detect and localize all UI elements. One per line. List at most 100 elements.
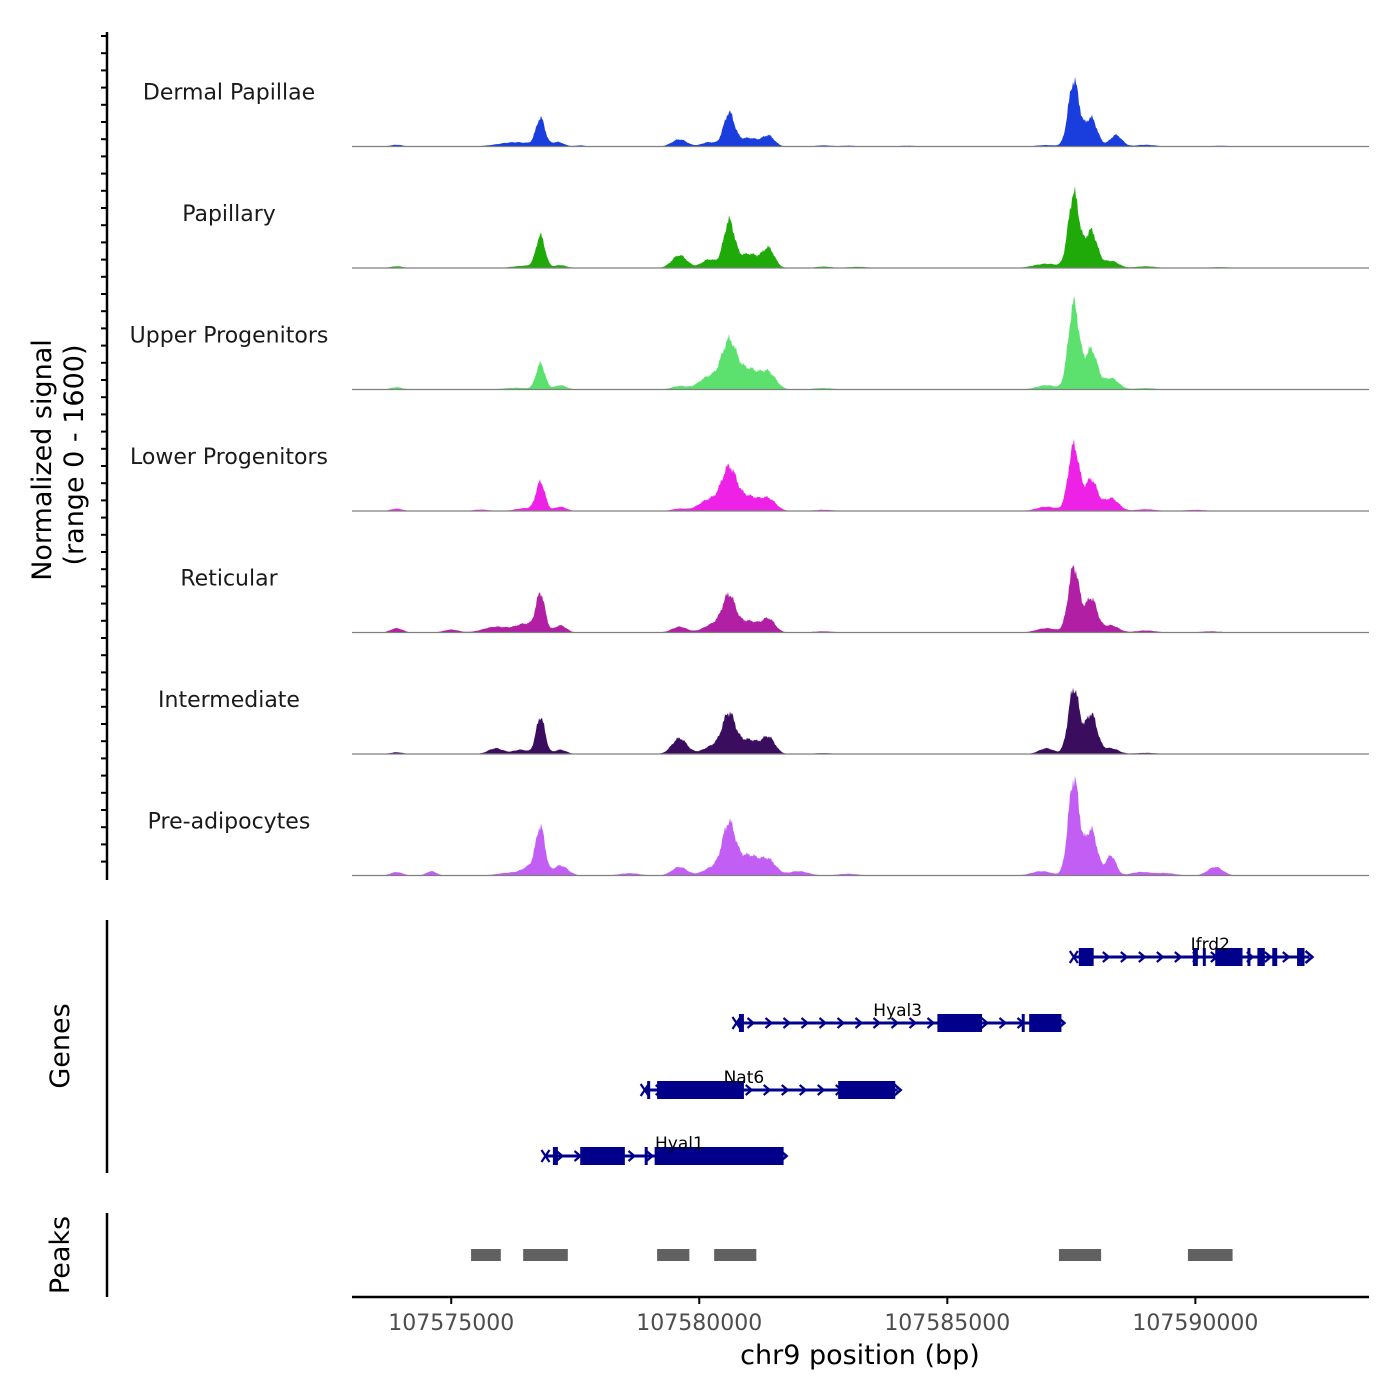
peak-region: [523, 1249, 568, 1261]
coverage-track: Pre-adipocytes: [148, 775, 1369, 877]
x-axis-tick-label: 107590000: [1132, 1311, 1258, 1336]
coverage-y-axis-title-line2: (range 0 - 1600): [59, 345, 90, 566]
gene-exon: [1272, 948, 1278, 966]
gene-exon: [1202, 948, 1206, 966]
coverage-area: [352, 76, 1369, 147]
strand-arrow: [746, 1017, 756, 1029]
peak-region: [1187, 1249, 1233, 1261]
gene-label: Ifrd2: [1191, 935, 1230, 955]
gene-start-cap: [540, 1149, 551, 1163]
strand-arrow: [780, 1084, 790, 1096]
gene-exon: [1257, 948, 1265, 966]
strand-arrow: [744, 1084, 754, 1096]
track-label: Dermal Papillae: [143, 81, 315, 106]
gene-exon: [1215, 948, 1243, 966]
coverage-area: [352, 687, 1369, 754]
strand-arrow: [764, 1017, 774, 1029]
coverage-area: [352, 295, 1369, 390]
strand-arrow: [1102, 951, 1111, 963]
strand-arrow: [555, 1150, 565, 1162]
gene-exon: [1029, 1014, 1062, 1032]
strand-arrow: [818, 1017, 828, 1029]
coverage-panel: Normalized signal (range 0 - 1600) Dermal …: [27, 32, 1369, 880]
strand-arrow: [645, 1150, 655, 1162]
genes-y-axis-title: Genes: [45, 1003, 76, 1088]
coverage-track: Reticular: [180, 565, 1369, 634]
strand-arrow: [1138, 951, 1147, 963]
x-axis-tick-label: 107580000: [636, 1311, 762, 1336]
strand-arrow: [836, 1017, 846, 1029]
strand-arrow: [908, 1017, 918, 1029]
gene-start-cap: [1068, 950, 1079, 964]
gene-exon: [657, 1081, 744, 1099]
peak-region: [657, 1249, 690, 1261]
strand-arrow: [800, 1017, 810, 1029]
strand-arrow: [872, 1017, 882, 1029]
coverage-track: Intermediate: [158, 687, 1369, 755]
strand-arrow: [627, 1150, 637, 1162]
gene-end-cap: [892, 1083, 903, 1097]
coverage-y-axis-title-line1: Normalized signal: [27, 339, 58, 581]
gene-exon: [644, 1147, 648, 1165]
track-label: Upper Progenitors: [130, 324, 329, 349]
track-label: Reticular: [180, 567, 278, 592]
peak-region: [1058, 1249, 1102, 1261]
strand-arrow: [782, 1017, 792, 1029]
coverage-track: Lower Progenitors: [130, 438, 1369, 512]
coverage-track: Papillary: [182, 186, 1369, 269]
strand-arrow: [1120, 951, 1129, 963]
gene-exon: [654, 1147, 784, 1165]
peak-region: [714, 1249, 757, 1261]
gene-exon: [580, 1147, 625, 1165]
gene-model: Ifrd2: [1068, 935, 1315, 966]
x-axis-title: chr9 position (bp): [740, 1340, 980, 1371]
strand-arrow: [1156, 951, 1165, 963]
gene-exon: [937, 1014, 983, 1032]
gene-exon: [1078, 948, 1094, 966]
coverage-area: [352, 186, 1369, 268]
gene-label: Hyal3: [873, 1001, 922, 1021]
coverage-area: [352, 775, 1369, 876]
strand-arrow: [890, 1017, 900, 1029]
gene-model: Hyal1: [540, 1134, 789, 1165]
gene-exon: [1297, 948, 1305, 966]
strand-arrow: [1174, 951, 1183, 963]
strand-arrow: [1264, 951, 1273, 963]
strand-arrow: [816, 1084, 826, 1096]
coverage-track: Upper Progenitors: [130, 295, 1369, 391]
track-label: Papillary: [182, 202, 276, 227]
x-axis-tick-label: 107575000: [388, 1311, 514, 1336]
gene-exon: [552, 1147, 558, 1165]
gene-label: Nat6: [724, 1068, 765, 1088]
gene-model: Hyal3: [731, 1001, 1067, 1032]
strand-arrow: [1282, 951, 1291, 963]
x-axis: 107575000 107580000 107585000 107590000 chr9…: [352, 1295, 1369, 1371]
track-label: Lower Progenitors: [130, 445, 328, 470]
peaks-y-axis-title: Peaks: [45, 1216, 76, 1294]
gene-exon: [1247, 948, 1251, 966]
gene-end-cap: [1304, 950, 1315, 964]
track-label: Intermediate: [158, 688, 300, 713]
genes-panel: Genes Ifrd2 Hyal3 Nat6 Hyal1: [45, 920, 1315, 1173]
coverage-area: [352, 565, 1369, 633]
strand-arrow: [926, 1017, 936, 1029]
peak-region: [471, 1249, 501, 1261]
coverage-track: Dermal Papillae: [143, 76, 1369, 148]
strand-arrow: [762, 1084, 772, 1096]
gene-model: Nat6: [639, 1068, 903, 1099]
peaks-panel: Peaks: [45, 1213, 1233, 1297]
x-axis-tick-label: 107585000: [884, 1311, 1010, 1336]
gene-exon: [647, 1081, 651, 1099]
strand-arrow: [798, 1084, 808, 1096]
strand-arrow: [980, 1017, 990, 1029]
gene-exon: [1021, 1014, 1025, 1032]
gene-exon: [1192, 948, 1198, 966]
track-label: Pre-adipocytes: [148, 810, 311, 835]
gene-exon: [838, 1081, 896, 1099]
strand-arrow: [998, 1017, 1008, 1029]
coverage-area: [352, 438, 1369, 511]
strand-arrow: [854, 1017, 864, 1029]
gene-label: Hyal1: [655, 1134, 704, 1154]
